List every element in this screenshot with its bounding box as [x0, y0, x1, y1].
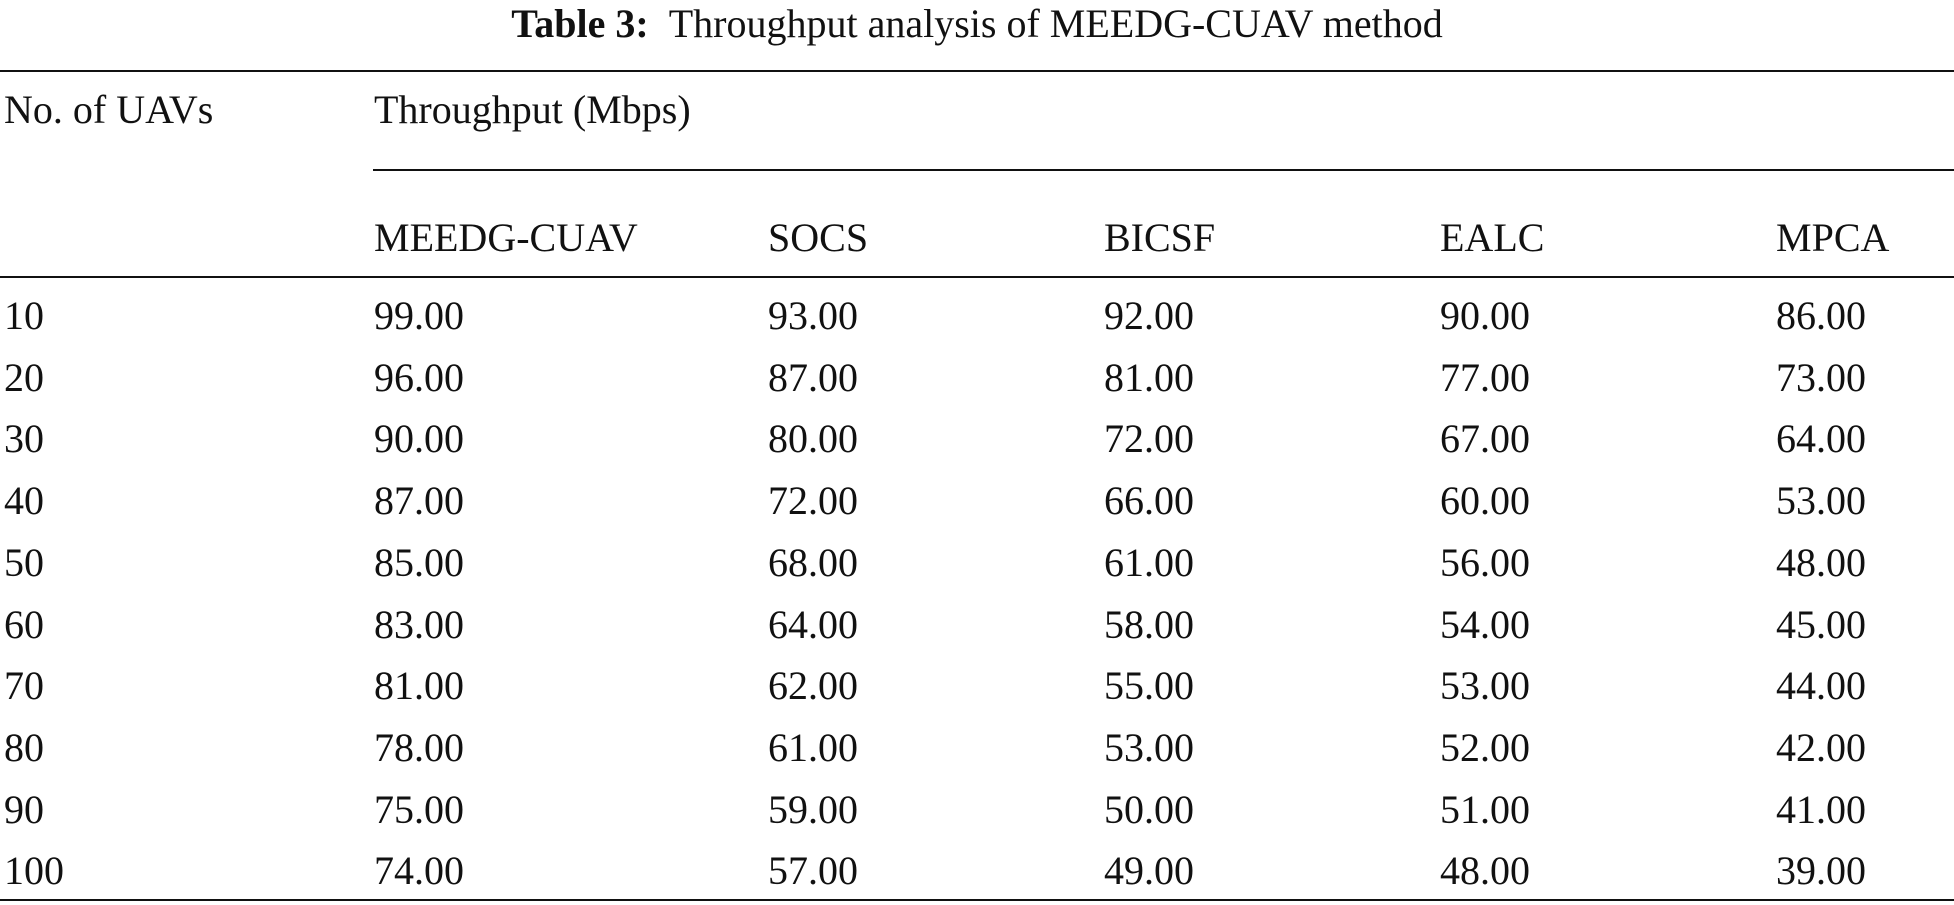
table-cell-mpca: 42.00 — [1776, 724, 1866, 770]
table-cell-socs: 64.00 — [768, 601, 858, 647]
table-cell-socs: 80.00 — [768, 416, 858, 462]
column-header-mpca: MPCA — [1776, 215, 1890, 260]
table-cell-ealc: 54.00 — [1440, 601, 1530, 647]
table-cell-ealc: 56.00 — [1440, 539, 1530, 585]
table-cell-bicsf: 50.00 — [1104, 786, 1194, 832]
column-header-meedg-cuav: MEEDG-CUAV — [374, 215, 638, 260]
table-cell-bicsf: 81.00 — [1104, 354, 1194, 400]
table-cell-ealc: 51.00 — [1440, 786, 1530, 832]
table-cell-socs: 59.00 — [768, 786, 858, 832]
table-cell-socs: 87.00 — [768, 354, 858, 400]
table-cell-bicsf: 92.00 — [1104, 293, 1194, 338]
table-cell-uav-count: 20 — [4, 354, 44, 400]
table-cell-uav-count: 100 — [4, 848, 64, 894]
table-cell-socs: 57.00 — [768, 848, 858, 894]
table-cell-mpca: 64.00 — [1776, 416, 1866, 462]
table-cell-ealc: 48.00 — [1440, 848, 1530, 894]
table-cell-bicsf: 72.00 — [1104, 416, 1194, 462]
table-cell-bicsf: 61.00 — [1104, 539, 1194, 585]
table-cell-bicsf: 53.00 — [1104, 724, 1194, 770]
table-cell-socs: 68.00 — [768, 539, 858, 585]
table-cell-meedg-cuav: 83.00 — [374, 601, 464, 647]
table-cell-mpca: 39.00 — [1776, 848, 1866, 894]
table-cell-meedg-cuav: 78.00 — [374, 724, 464, 770]
table-cell-meedg-cuav: 81.00 — [374, 663, 464, 709]
table-cell-uav-count: 80 — [4, 724, 44, 770]
table-cell-mpca: 86.00 — [1776, 293, 1866, 338]
table-cell-bicsf: 66.00 — [1104, 478, 1194, 524]
table-cell-mpca: 73.00 — [1776, 354, 1866, 400]
column-header-ealc: EALC — [1440, 215, 1545, 260]
table-cell-bicsf: 55.00 — [1104, 663, 1194, 709]
table-bottom-rule — [0, 899, 1954, 901]
table-cell-uav-count: 50 — [4, 539, 44, 585]
table-cell-ealc: 77.00 — [1440, 354, 1530, 400]
table-cell-uav-count: 60 — [4, 601, 44, 647]
table-cell-bicsf: 49.00 — [1104, 848, 1194, 894]
group-header-rule — [373, 169, 1954, 171]
table-cell-uav-count: 40 — [4, 478, 44, 524]
table-top-rule — [0, 70, 1954, 72]
table-cell-ealc: 90.00 — [1440, 293, 1530, 338]
table-cell-mpca: 45.00 — [1776, 601, 1866, 647]
table-cell-meedg-cuav: 75.00 — [374, 786, 464, 832]
table-cell-meedg-cuav: 85.00 — [374, 539, 464, 585]
table-cell-socs: 62.00 — [768, 663, 858, 709]
table-cell-ealc: 67.00 — [1440, 416, 1530, 462]
group-header: Throughput (Mbps) — [374, 87, 691, 132]
table-cell-mpca: 44.00 — [1776, 663, 1866, 709]
table-cell-mpca: 53.00 — [1776, 478, 1866, 524]
header-bottom-rule — [0, 276, 1954, 278]
table-cell-ealc: 52.00 — [1440, 724, 1530, 770]
row-header: No. of UAVs — [4, 87, 214, 132]
table-cell-socs: 93.00 — [768, 293, 858, 338]
table-cell-ealc: 53.00 — [1440, 663, 1530, 709]
table-cell-meedg-cuav: 99.00 — [374, 293, 464, 338]
column-header-bicsf: BICSF — [1104, 215, 1216, 260]
table-cell-meedg-cuav: 96.00 — [374, 354, 464, 400]
table-cell-mpca: 48.00 — [1776, 539, 1866, 585]
column-header-socs: SOCS — [768, 215, 869, 260]
table-cell-socs: 72.00 — [768, 478, 858, 524]
table-cell-bicsf: 58.00 — [1104, 601, 1194, 647]
table-cell-uav-count: 70 — [4, 663, 44, 709]
table-caption-label: Table 3: — [511, 1, 649, 46]
table-cell-uav-count: 90 — [4, 786, 44, 832]
table-cell-meedg-cuav: 74.00 — [374, 848, 464, 894]
table-cell-meedg-cuav: 87.00 — [374, 478, 464, 524]
table-cell-socs: 61.00 — [768, 724, 858, 770]
table-caption-text: Throughput analysis of MEEDG-CUAV method — [668, 1, 1443, 46]
table-cell-mpca: 41.00 — [1776, 786, 1866, 832]
table-cell-uav-count: 30 — [4, 416, 44, 462]
table-cell-ealc: 60.00 — [1440, 478, 1530, 524]
table-cell-meedg-cuav: 90.00 — [374, 416, 464, 462]
table-caption: Table 3: Throughput analysis of MEEDG-CU… — [0, 0, 1954, 46]
table-cell-uav-count: 10 — [4, 293, 44, 338]
